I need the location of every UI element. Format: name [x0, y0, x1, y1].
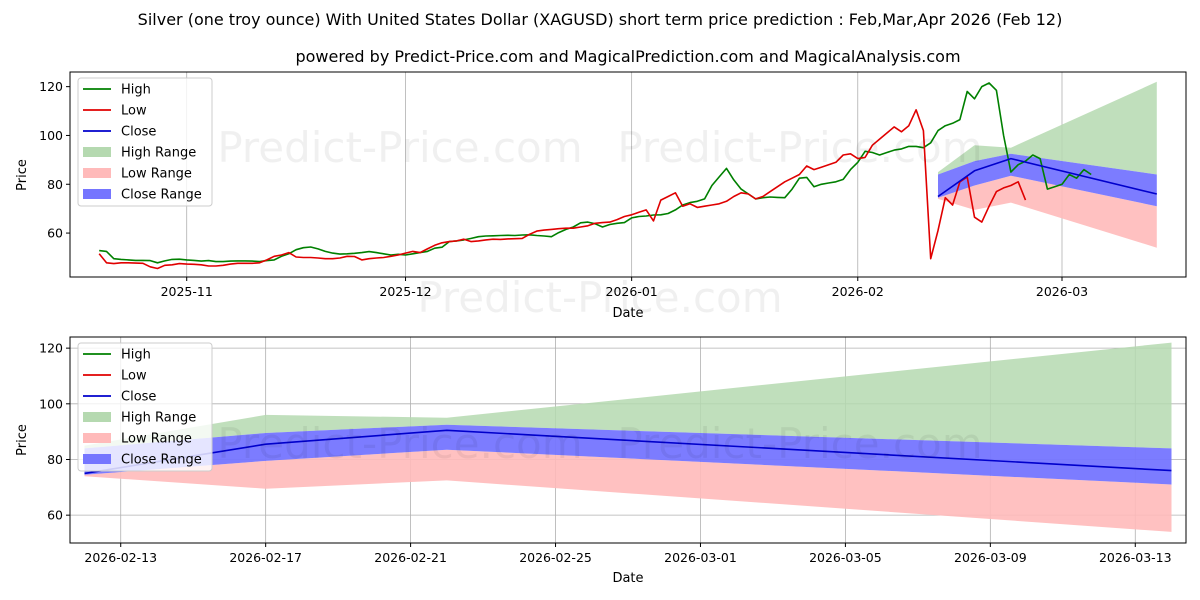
low-range-band — [938, 175, 1157, 248]
x-tick-label: 2026-03-01 — [664, 550, 737, 565]
legend-label: Close — [121, 125, 156, 140]
panel-history: 2025-11 2025-12 2026-01 2026-02 2026-03 60 80 1… — [15, 71, 1187, 322]
legend-label: Low — [121, 369, 147, 384]
legend-swatch — [83, 147, 111, 157]
y-tick-label: 80 — [47, 177, 63, 192]
x-axis-label: Date — [612, 571, 643, 586]
x-tick-label: 2026-03 — [1036, 284, 1088, 299]
x-tick-label: 2026-02-17 — [229, 550, 302, 565]
watermark: Predict-Price.com — [417, 273, 782, 322]
x-tick-label: 2025-11 — [161, 284, 213, 299]
legend-label: Close Range — [121, 453, 202, 468]
x-tick-label: 2026-03-05 — [809, 550, 882, 565]
watermark: Predict-Price.com — [217, 419, 582, 468]
high-range-band — [84, 342, 1172, 449]
watermark: Predict-Price.com — [617, 419, 982, 468]
x-axis-label: Date — [612, 306, 643, 321]
panel-forecast: 2026-02-13 2026-02-17 2026-02-21 2026-02-25… — [15, 336, 1187, 586]
panel-forecast-frame — [69, 336, 1187, 544]
legend-label: High — [121, 348, 151, 363]
legend-swatch — [83, 168, 111, 178]
panel-history-frame — [69, 71, 1187, 278]
legend-label: Close — [121, 390, 156, 405]
legend-box — [77, 342, 213, 472]
chart-title: Silver (one troy ounce) With United Stat… — [138, 10, 1063, 29]
y-tick-label: 120 — [39, 79, 63, 94]
y-axis-label: Price — [15, 424, 30, 456]
y-tick-label: 100 — [39, 396, 63, 411]
legend-label: High — [121, 83, 151, 98]
chart-subtitle: powered by Predict-Price.com and Magical… — [295, 47, 960, 66]
legend: High Low Close High Range Low Range Close Ran… — [77, 77, 213, 207]
x-tick-label: 2026-02 — [832, 284, 884, 299]
low-range-band — [84, 449, 1172, 532]
x-tick-label: 2026-03-13 — [1099, 550, 1172, 565]
legend-box — [77, 77, 213, 207]
legend-swatch — [83, 412, 111, 422]
legend-swatch — [83, 454, 111, 464]
x-tick-label: 2026-01 — [606, 284, 658, 299]
y-tick-label: 100 — [39, 128, 63, 143]
x-tick-label: 2026-02-21 — [374, 550, 447, 565]
watermark: Predict-Price.com — [217, 123, 582, 172]
legend-label: Close Range — [121, 188, 202, 203]
x-tick-label: 2026-02-25 — [519, 550, 592, 565]
y-tick-label: 80 — [47, 452, 63, 467]
x-tick-label: 2026-03-09 — [954, 550, 1027, 565]
y-axis-label: Price — [15, 159, 30, 191]
legend-label: Low — [121, 104, 147, 119]
watermark: Predict-Price.com — [617, 123, 982, 172]
legend-label: Low Range — [121, 167, 192, 182]
legend-label: High Range — [121, 411, 196, 426]
x-tick-label: 2026-02-13 — [84, 550, 157, 565]
low-series-line — [98, 109, 1027, 270]
close-range-band — [938, 153, 1157, 207]
close-range-band — [84, 424, 1172, 485]
y-tick-label: 120 — [39, 341, 63, 356]
close-series-line — [937, 157, 1157, 198]
x-tick-label: 2025-12 — [379, 284, 431, 299]
legend-swatch — [83, 433, 111, 443]
legend: High Low Close High Range Low Range Close Ran… — [77, 342, 213, 472]
legend-label: High Range — [121, 146, 196, 161]
y-tick-label: 60 — [47, 226, 63, 241]
legend-swatch — [83, 189, 111, 199]
legend-label: Low Range — [121, 432, 192, 447]
y-tick-label: 60 — [47, 508, 63, 523]
high-range-band — [938, 81, 1157, 175]
